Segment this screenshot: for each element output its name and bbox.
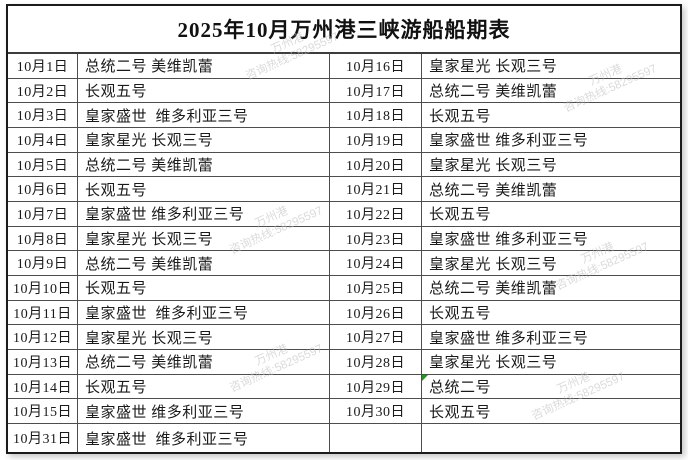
ships-cell-left: 皇家星光 长观三号: [78, 325, 330, 351]
date-cell-left: 10月2日: [8, 78, 78, 104]
ships-cell-right: 皇家盛世 维多利亚三号: [422, 325, 680, 351]
date-cell-right: 10月25日: [330, 276, 422, 301]
date-cell-right: 10月23日: [330, 226, 422, 252]
date-cell-left: 10月10日: [8, 276, 78, 301]
ships-cell-right: 长观五号: [422, 202, 680, 227]
schedule-grid: 10月1日 总统二号 美维凯蕾 10月16日 皇家星光 长观三号 10月2日 长…: [8, 54, 680, 452]
ships-cell-right: 长观五号: [422, 301, 680, 326]
date-cell-left: 10月9日: [8, 251, 78, 277]
ships-cell-right: 皇家星光 长观三号: [422, 251, 680, 277]
date-cell-right: 10月26日: [330, 300, 422, 326]
ships-cell-left: 长观五号: [78, 177, 330, 203]
date-cell-right: 10月30日: [330, 399, 422, 425]
date-cell-right: 10月17日: [330, 78, 422, 104]
date-cell-right: 10月22日: [330, 202, 422, 227]
ships-cell-left: 长观五号: [78, 374, 330, 400]
ships-cell-right: 皇家星光 长观三号: [422, 350, 680, 375]
ships-cell-right: 长观五号: [422, 103, 680, 129]
ships-cell-left: 长观五号: [78, 276, 330, 301]
ships-cell-right: 总统二号 美维凯蕾: [422, 177, 680, 203]
schedule-sheet: 2025年10月万州港三峡游船船期表 10月1日 总统二号 美维凯蕾 10月16…: [6, 4, 682, 454]
date-cell-left: 10月8日: [8, 226, 78, 252]
ships-cell-left: 总统二号 美维凯蕾: [78, 152, 330, 178]
date-cell-right: 10月19日: [330, 128, 422, 153]
ships-cell-left: 总统二号 美维凯蕾: [78, 54, 330, 79]
date-cell-right: 10月18日: [330, 103, 422, 129]
page-title: 2025年10月万州港三峡游船船期表: [8, 6, 680, 54]
date-cell-left: 10月11日: [8, 300, 78, 326]
ships-cell-right: 皇家盛世 维多利亚三号: [422, 227, 680, 252]
ships-cell-right: [422, 424, 680, 452]
date-cell-right: 10月20日: [330, 152, 422, 178]
ships-cell-left: 皇家星光 长观三号: [78, 128, 330, 153]
ships-cell-right: 总统二号: [422, 374, 680, 400]
date-cell-right: 10月16日: [330, 54, 422, 79]
ships-cell-left: 皇家盛世 维多利亚三号: [78, 424, 330, 452]
ships-cell-right: 长观五号: [422, 399, 680, 425]
date-cell-right: 10月24日: [330, 251, 422, 277]
ships-cell-right: 皇家盛世 维多利亚三号: [422, 128, 680, 153]
ships-cell-left: 皇家盛世 维多利亚三号: [78, 202, 330, 227]
ships-cell-left: 总统二号 美维凯蕾: [78, 251, 330, 277]
date-cell-left: 10月1日: [8, 54, 78, 79]
date-cell-right: 10月28日: [330, 350, 422, 375]
date-cell-left: 10月4日: [8, 128, 78, 153]
ships-cell-left: 长观五号: [78, 78, 330, 104]
date-cell-left: 10月12日: [8, 325, 78, 351]
ships-cell-left: 皇家盛世 维多利亚三号: [78, 300, 330, 326]
ships-cell-right: 皇家星光 长观三号: [422, 54, 680, 79]
date-cell-right: 10月29日: [330, 374, 422, 400]
ships-cell-right: 总统二号 美维凯蕾: [422, 79, 680, 104]
ships-cell-right: 总统二号 美维凯蕾: [422, 276, 680, 301]
comment-marker-icon: [422, 374, 428, 381]
ships-cell-left: 皇家盛世 维多利亚三号: [78, 399, 330, 425]
date-cell-right: [330, 424, 422, 452]
date-cell-left: 10月7日: [8, 202, 78, 227]
date-cell-left: 10月13日: [8, 350, 78, 375]
ships-cell-right: 皇家星光 长观三号: [422, 153, 680, 178]
ships-cell-left: 皇家星光 长观三号: [78, 226, 330, 252]
date-cell-right: 10月27日: [330, 325, 422, 351]
ships-cell-left: 皇家盛世 维多利亚三号: [78, 103, 330, 129]
date-cell-left: 10月15日: [8, 399, 78, 425]
date-cell-left: 10月6日: [8, 177, 78, 203]
date-cell-left: 10月3日: [8, 103, 78, 129]
date-cell-left: 10月31日: [8, 424, 78, 452]
date-cell-left: 10月5日: [8, 152, 78, 178]
date-cell-right: 10月21日: [330, 177, 422, 203]
date-cell-left: 10月14日: [8, 374, 78, 400]
ships-cell-left: 总统二号 美维凯蕾: [78, 350, 330, 375]
